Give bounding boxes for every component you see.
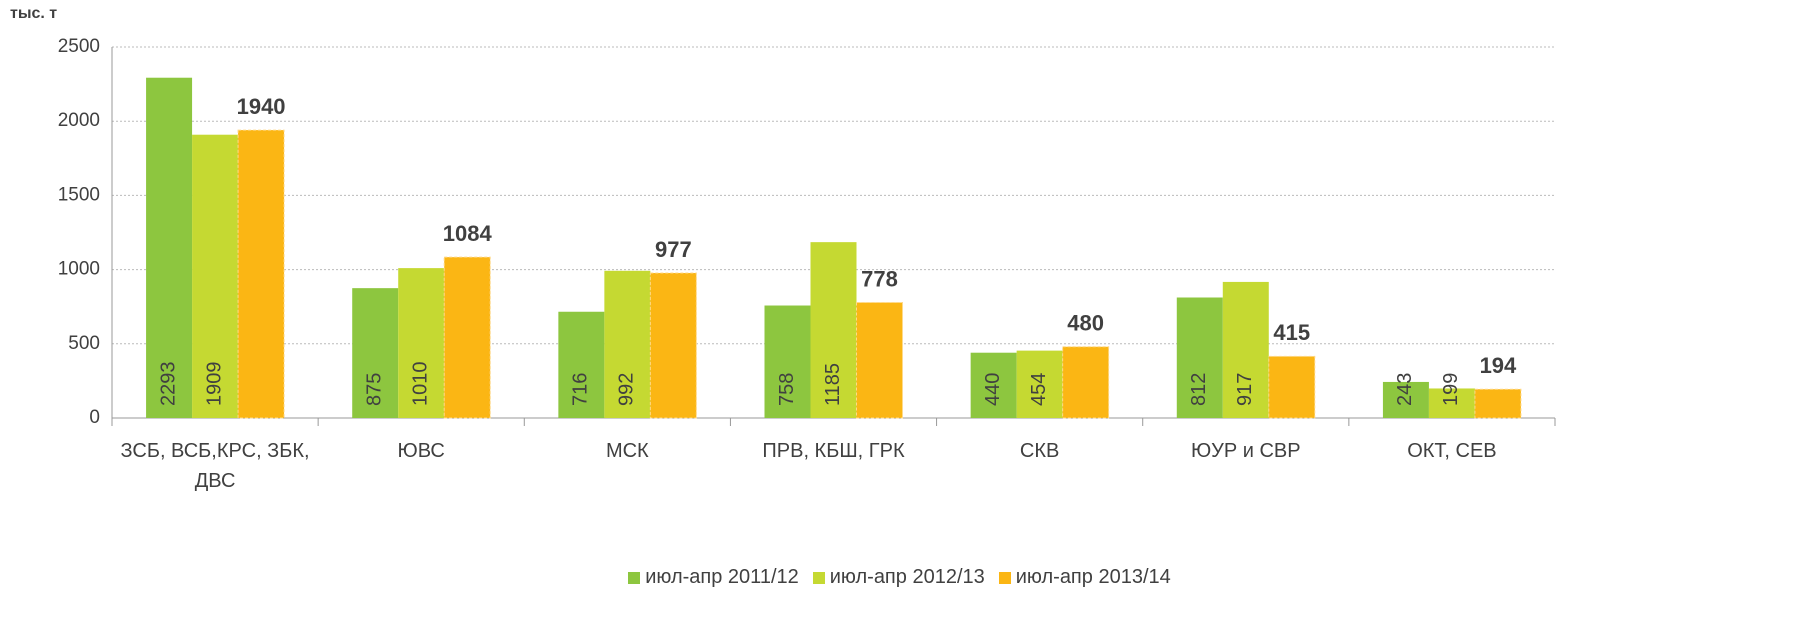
data-label: 1909	[203, 362, 225, 407]
legend-label: июл-апр 2011/12	[645, 566, 799, 588]
bar	[856, 302, 903, 419]
bar	[764, 305, 811, 418]
data-label: 992	[616, 373, 638, 406]
bar	[558, 311, 605, 418]
x-tick-label: ОКТ, СЕВ	[1407, 440, 1497, 462]
data-label: 1185	[822, 363, 844, 406]
legend-swatch	[812, 571, 825, 584]
data-label: 1084	[443, 221, 493, 246]
bar	[1176, 297, 1223, 418]
y-tick-label: 2500	[58, 36, 100, 57]
data-label: 812	[1188, 373, 1210, 406]
data-label: 243	[1394, 373, 1416, 406]
data-label: 2293	[157, 362, 179, 407]
x-tick-label: МСК	[605, 440, 649, 462]
bar	[1382, 381, 1429, 418]
legend-item: июл-апр 2011/12	[628, 566, 799, 589]
bar	[237, 129, 285, 419]
y-tick-label: 0	[89, 407, 100, 428]
data-label: 415	[1273, 320, 1310, 345]
bar	[1062, 346, 1110, 419]
data-label: 778	[861, 266, 898, 291]
x-tick-label: ЮВС	[397, 440, 445, 462]
data-label: 1940	[237, 94, 286, 119]
legend-label: июл-апр 2012/13	[829, 566, 985, 588]
y-tick-label: 500	[68, 333, 100, 354]
x-tick-label: ЮУР и СВР	[1190, 440, 1301, 462]
y-tick-label: 2000	[58, 110, 100, 131]
bar	[649, 272, 697, 419]
bar	[146, 77, 193, 418]
data-label: 917	[1234, 373, 1256, 406]
bar	[192, 134, 239, 418]
data-label: 758	[776, 373, 798, 406]
bar	[352, 288, 399, 418]
data-label: 199	[1440, 373, 1462, 406]
y-tick-label: 1000	[58, 259, 100, 280]
bar	[1268, 355, 1316, 419]
legend-item: июл-апр 2013/14	[998, 566, 1171, 589]
bar	[1016, 350, 1063, 418]
legend: июл-апр 2011/12 июл-апр 2012/13 июл-апр 20…	[0, 566, 1799, 589]
bar	[1222, 281, 1269, 418]
axis-unit: тыс. т	[10, 5, 57, 22]
bar	[1428, 388, 1475, 418]
x-tick-label: СКВ	[1019, 440, 1060, 462]
data-label: 716	[570, 373, 592, 406]
legend-swatch	[628, 571, 641, 584]
bar	[604, 270, 651, 418]
legend-swatch	[998, 571, 1011, 584]
bar	[970, 352, 1017, 418]
legend-item: июл-апр 2012/13	[812, 566, 985, 589]
bar	[443, 256, 491, 419]
legend-label: июл-апр 2013/14	[1015, 566, 1171, 588]
data-label: 440	[982, 373, 1004, 406]
data-label: 977	[655, 237, 692, 262]
data-label: 1010	[409, 362, 431, 407]
bar	[810, 242, 857, 418]
y-tick-label: 1500	[58, 184, 100, 205]
bar	[1474, 388, 1522, 419]
data-label: 875	[363, 373, 385, 406]
data-label: 454	[1028, 373, 1050, 406]
x-tick-label: ПРВ, КБШ, ГРК	[762, 440, 905, 462]
data-label: 194	[1480, 353, 1517, 378]
data-label: 480	[1067, 311, 1104, 336]
x-tick-label: ЗСБ, ВСБ,КРС, ЗБК, ДВС	[120, 440, 310, 492]
bar	[398, 268, 445, 418]
